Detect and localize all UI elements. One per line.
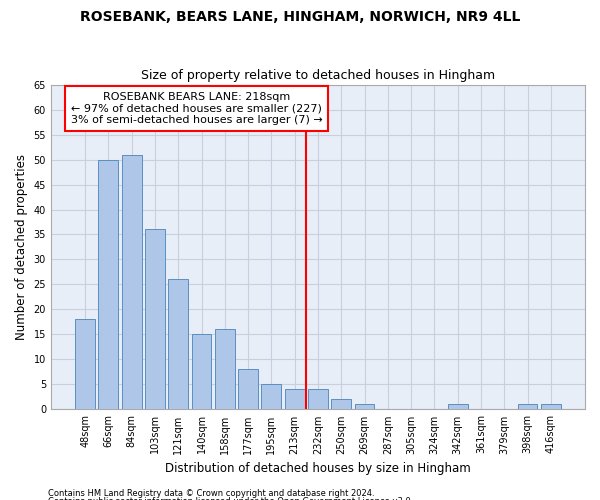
Bar [215,330,235,409]
Bar [448,404,467,409]
Title: Size of property relative to detached houses in Hingham: Size of property relative to detached ho… [141,69,495,82]
Bar [238,370,258,410]
Bar [331,400,351,409]
Bar [355,404,374,409]
Text: ROSEBANK, BEARS LANE, HINGHAM, NORWICH, NR9 4LL: ROSEBANK, BEARS LANE, HINGHAM, NORWICH, … [80,10,520,24]
Bar [145,230,165,410]
Text: Contains HM Land Registry data © Crown copyright and database right 2024.: Contains HM Land Registry data © Crown c… [48,488,374,498]
Text: ROSEBANK BEARS LANE: 218sqm
← 97% of detached houses are smaller (227)
3% of sem: ROSEBANK BEARS LANE: 218sqm ← 97% of det… [71,92,323,126]
Bar [98,160,118,410]
Bar [262,384,281,409]
Bar [285,390,305,409]
X-axis label: Distribution of detached houses by size in Hingham: Distribution of detached houses by size … [165,462,471,475]
Bar [308,390,328,409]
Y-axis label: Number of detached properties: Number of detached properties [15,154,28,340]
Bar [518,404,538,409]
Bar [169,280,188,409]
Bar [191,334,211,409]
Text: Contains public sector information licensed under the Open Government Licence v3: Contains public sector information licen… [48,497,413,500]
Bar [541,404,561,409]
Bar [75,320,95,410]
Bar [122,154,142,410]
